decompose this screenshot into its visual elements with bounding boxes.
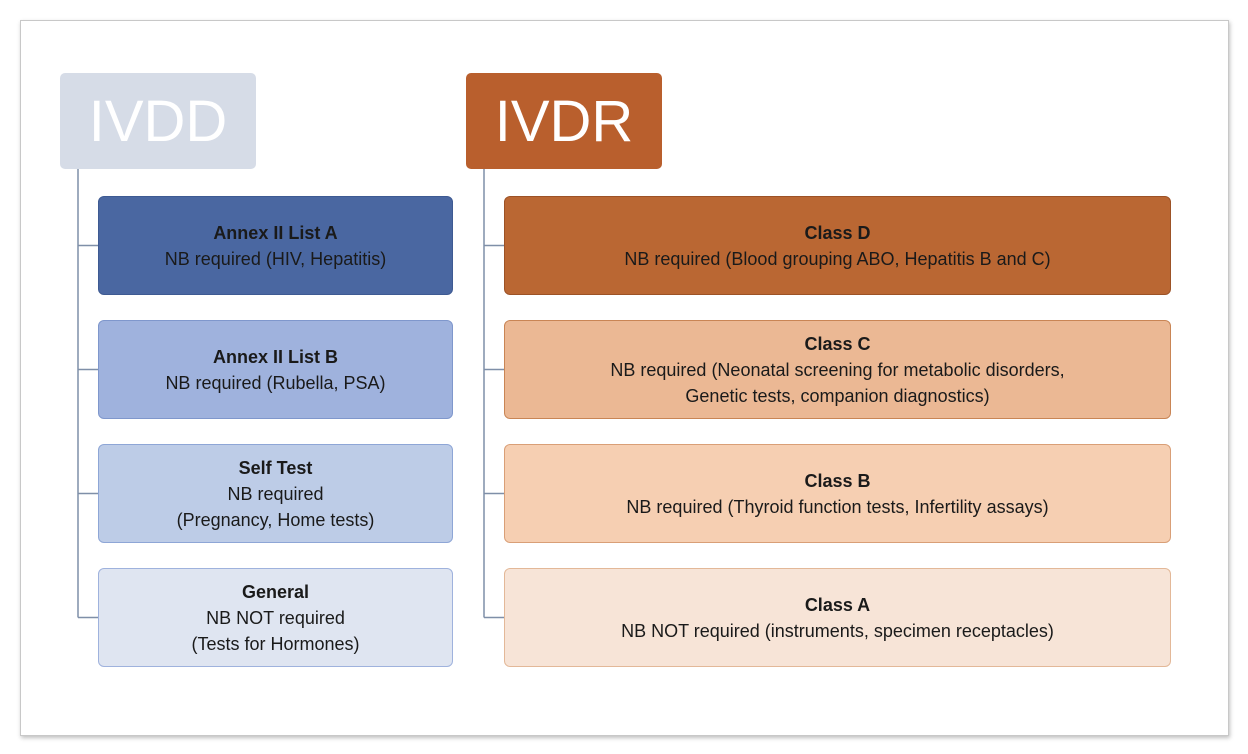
item-box: General NB NOT required (Tests for Hormone… — [98, 568, 453, 667]
column-header: IVDD — [60, 73, 256, 169]
item-text: NB NOT required — [206, 607, 345, 628]
column-header: IVDR — [466, 73, 662, 169]
item-text: NB required (HIV, Hepatitis) — [164, 248, 387, 269]
item-box: Annex II List A NB required (HIV, Hepatit… — [98, 196, 453, 295]
item-text: NB NOT required (instruments, specimen r… — [621, 620, 1054, 641]
item-text: (Pregnancy, Home tests) — [176, 509, 375, 530]
item-title: Annex II List B — [212, 346, 338, 367]
item-title: Class A — [804, 594, 871, 615]
item-title: Class C — [804, 333, 871, 354]
item-title: Self Test — [238, 457, 313, 478]
item-text: Genetic tests, companion diagnostics) — [685, 385, 990, 406]
item-text: NB required — [227, 483, 324, 504]
item-box: Self Test NB required (Pregnancy, Home tes… — [98, 444, 453, 543]
item-box: Class D NB required (Blood grouping ABO, … — [504, 196, 1171, 295]
item-title: Class B — [804, 470, 871, 491]
item-text: NB required (Thyroid function tests, Inf… — [626, 496, 1049, 517]
item-text: (Tests for Hormones) — [191, 633, 360, 654]
item-box: Annex II List B NB required (Rubella, PSA… — [98, 320, 453, 419]
item-box: Class A NB NOT required (instruments, spe… — [504, 568, 1171, 667]
item-box: Class C NB required (Neonatal screening f… — [504, 320, 1171, 419]
item-text: NB required (Neonatal screening for meta… — [610, 359, 1065, 380]
item-text: NB required (Rubella, PSA) — [165, 372, 386, 393]
item-text: NB required (Blood grouping ABO, Hepatit… — [624, 248, 1051, 269]
item-title: General — [241, 581, 310, 602]
item-title: Annex II List A — [213, 222, 338, 243]
item-box: Class B NB required (Thyroid function tes… — [504, 444, 1171, 543]
item-title: Class D — [804, 222, 871, 243]
